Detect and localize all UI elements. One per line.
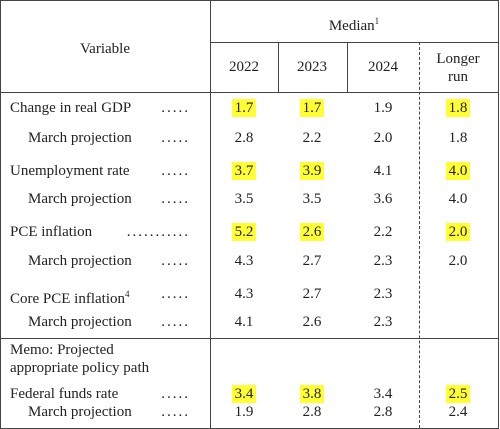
- highlight: [232, 223, 256, 241]
- row-label: Federal funds rate: [10, 386, 119, 402]
- cell-value: 2.2: [373, 224, 393, 240]
- leader-dots: ...........: [126, 224, 190, 240]
- highlight: [232, 385, 256, 403]
- leader-dots: .....: [161, 253, 190, 269]
- highlight: [446, 99, 470, 117]
- leader-dots: .....: [161, 286, 190, 302]
- cell-value: 1.8: [448, 100, 468, 116]
- column-header: Median1: [328, 16, 380, 34]
- cell-value: 1.8: [448, 130, 468, 146]
- rule: [0, 338, 499, 339]
- row-label: March projection: [28, 130, 132, 146]
- cell-value: 2.8: [302, 404, 322, 420]
- cell-value: 2.0: [373, 130, 393, 146]
- column-header: run: [448, 69, 468, 85]
- leader-dots: .....: [161, 191, 190, 207]
- highlight: [446, 223, 470, 241]
- cell-value: 1.9: [234, 404, 254, 420]
- cell-value: 2.3: [373, 286, 393, 302]
- rule: [278, 42, 279, 92]
- leader-dots: .....: [161, 163, 190, 179]
- highlight: [300, 99, 324, 117]
- cell-value: 2.4: [448, 404, 468, 420]
- highlight: [300, 162, 324, 180]
- row-label: March projection: [28, 314, 132, 330]
- rule: [210, 0, 211, 429]
- row-label: March projection: [28, 191, 132, 207]
- cell-value: 3.4: [234, 386, 254, 402]
- column-header: 2022: [229, 59, 259, 75]
- memo-text: Memo: Projected: [10, 342, 114, 358]
- cell-value: 2.2: [302, 130, 322, 146]
- cell-value: 3.9: [302, 163, 322, 179]
- leader-dots: .....: [161, 404, 190, 420]
- cell-value: 4.0: [448, 163, 468, 179]
- cell-value: 3.5: [234, 191, 254, 207]
- rule: [0, 92, 499, 93]
- cell-value: 2.3: [373, 314, 393, 330]
- cell-value: 2.8: [234, 130, 254, 146]
- footnote-mark: 4: [125, 289, 130, 299]
- cell-value: 4.0: [448, 191, 468, 207]
- cell-value: 2.7: [302, 253, 322, 269]
- cell-value: 4.3: [234, 286, 254, 302]
- highlight: [446, 162, 470, 180]
- leader-dots: .....: [161, 130, 190, 146]
- leader-dots: .....: [161, 100, 190, 116]
- cell-value: 4.1: [234, 314, 254, 330]
- cell-value: 5.2: [234, 224, 254, 240]
- highlight: [300, 223, 324, 241]
- cell-value: 2.7: [302, 286, 322, 302]
- row-label: PCE inflation: [10, 224, 93, 240]
- row-label: March projection: [28, 404, 132, 420]
- cell-value: 1.7: [234, 100, 254, 116]
- row-label: Change in real GDP: [10, 100, 132, 116]
- cell-value: 3.5: [302, 191, 322, 207]
- cell-value: 2.6: [302, 314, 322, 330]
- column-header: 2023: [297, 59, 327, 75]
- cell-value: 3.4: [373, 386, 393, 402]
- rule: [0, 0, 1, 429]
- cell-value: 2.0: [448, 253, 468, 269]
- cell-value: 1.9: [373, 100, 393, 116]
- cell-value: 2.3: [373, 253, 393, 269]
- cell-value: 4.3: [234, 253, 254, 269]
- row-label: Core PCE inflation4: [10, 289, 130, 307]
- rule: [210, 42, 499, 43]
- cell-value: 3.6: [373, 191, 393, 207]
- highlight: [232, 162, 256, 180]
- highlight: [232, 99, 256, 117]
- cell-value: 3.8: [302, 386, 322, 402]
- dashed-rule: [419, 42, 420, 428]
- leader-dots: .....: [161, 314, 190, 330]
- leader-dots: .....: [161, 386, 190, 402]
- column-header: 2024: [368, 59, 398, 75]
- footnote-mark: 1: [374, 16, 380, 26]
- cell-value: 3.7: [234, 163, 254, 179]
- rule: [498, 0, 499, 429]
- row-label: March projection: [28, 253, 132, 269]
- cell-value: 2.5: [448, 386, 468, 402]
- column-header: Variable: [80, 41, 130, 57]
- cell-value: 2.6: [302, 224, 322, 240]
- cell-value: 1.7: [302, 100, 322, 116]
- highlight: [300, 385, 324, 403]
- highlight: [446, 385, 470, 403]
- column-header: Longer: [436, 51, 480, 67]
- rule: [347, 42, 348, 92]
- cell-value: 2.8: [373, 404, 393, 420]
- cell-value: 2.0: [448, 224, 468, 240]
- memo-text: appropriate policy path: [10, 360, 150, 376]
- cell-value: 4.1: [373, 163, 393, 179]
- rule: [0, 0, 499, 1]
- row-label: Unemployment rate: [10, 163, 130, 179]
